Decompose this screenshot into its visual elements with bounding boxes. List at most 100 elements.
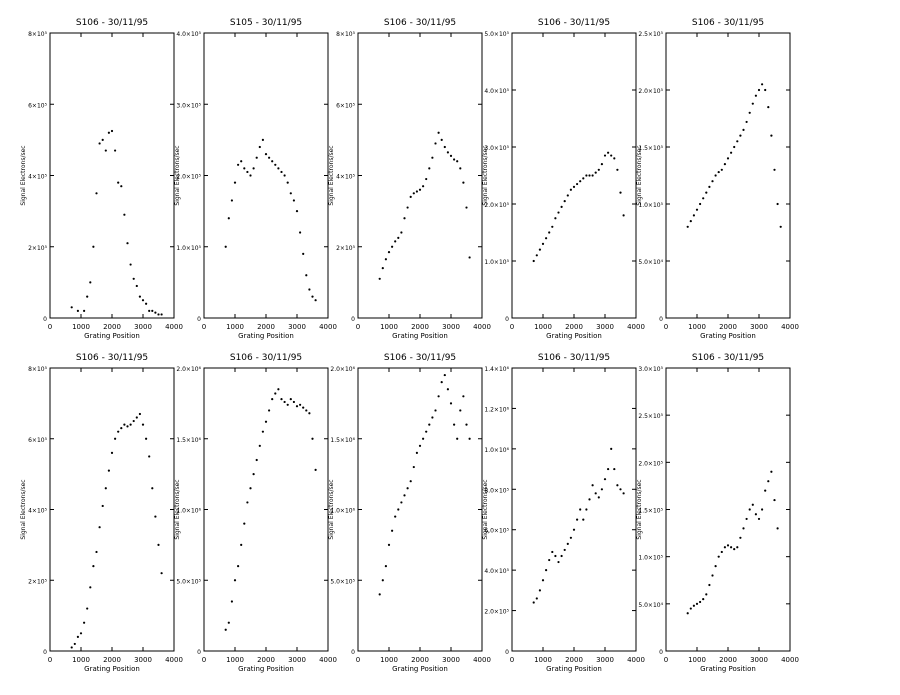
data-point-5-22 [754, 94, 758, 97]
y-tick-label-8-2: 1.0×10⁶ [330, 508, 355, 515]
data-point-8-3 [387, 543, 391, 546]
x-tick-label-1-4: 4000 [165, 323, 183, 331]
data-point-3-17 [431, 156, 434, 159]
y-tick-label-2-4: 4.0×10⁵ [176, 31, 201, 38]
data-point-2-5 [240, 160, 243, 163]
data-point-5-15 [733, 145, 736, 149]
data-point-7-13 [264, 420, 268, 423]
data-point-9-3 [541, 579, 545, 582]
data-point-4-4 [545, 237, 548, 240]
data-point-6-13 [110, 451, 114, 454]
x-tick-label-8-3: 3000 [442, 656, 460, 664]
y-tick-label-9-3: 6.0×10⁵ [484, 528, 509, 535]
data-point-4-14 [576, 182, 579, 186]
y-axis-label-7: Signal Electrons/sec [174, 479, 181, 539]
data-point-5-28 [773, 168, 776, 171]
data-point-3-12 [415, 190, 418, 193]
data-point-3-7 [400, 231, 403, 234]
data-point-5-0 [686, 225, 689, 228]
x-tick-label-1-0: 0 [48, 323, 52, 331]
data-point-1-17 [129, 263, 132, 266]
data-point-9-14 [576, 518, 579, 521]
y-axis-label-1: Signal Electrons/sec [20, 145, 27, 205]
data-point-8-14 [422, 437, 425, 440]
data-point-7-27 [308, 412, 311, 415]
data-point-9-13 [572, 528, 576, 531]
data-point-9-23 [603, 478, 607, 481]
data-point-4-11 [566, 194, 569, 197]
data-point-7-3 [233, 579, 237, 582]
data-point-7-5 [240, 543, 243, 546]
y-tick-label-9-6: 1.2×10⁶ [484, 406, 509, 413]
x-tick-label-5-4: 4000 [781, 323, 799, 331]
data-point-2-11 [258, 145, 261, 149]
data-point-10-28 [773, 498, 776, 502]
data-point-7-20 [286, 403, 289, 406]
data-point-2-23 [295, 210, 299, 213]
data-point-3-2 [384, 258, 387, 261]
data-point-1-4 [89, 281, 92, 284]
data-point-4-15 [579, 180, 582, 183]
data-point-4-7 [554, 217, 557, 220]
data-point-10-14 [730, 546, 733, 549]
x-tick-label-6-0: 0 [48, 656, 52, 664]
data-point-7-16 [274, 392, 277, 395]
data-point-10-0 [686, 612, 689, 615]
y-tick-label-2-3: 3.0×10⁵ [176, 102, 201, 109]
data-point-8-5 [394, 515, 397, 518]
data-point-6-2 [76, 635, 79, 638]
data-point-2-20 [286, 181, 289, 184]
data-point-4-21 [597, 168, 600, 171]
x-axis-label-1: Grating Position [84, 332, 140, 340]
y-tick-label-7-3: 1.5×10⁶ [176, 437, 201, 444]
data-point-10-12 [723, 546, 727, 549]
data-point-1-25 [154, 311, 157, 314]
data-point-6-26 [151, 487, 154, 490]
data-point-10-27 [770, 470, 773, 473]
data-point-9-9 [560, 554, 563, 558]
y-tick-label-1-1: 2×10⁵ [28, 245, 47, 252]
x-axis-label-6: Grating Position [84, 665, 140, 673]
data-point-1-15 [123, 213, 126, 216]
data-point-10-24 [761, 508, 764, 511]
data-point-5-27 [770, 134, 773, 137]
data-point-6-10 [101, 504, 104, 508]
chart-title-6: S106 - 30/11/95 [76, 353, 148, 363]
data-point-3-10 [409, 195, 412, 198]
data-point-7-2 [230, 600, 233, 603]
data-point-8-1 [381, 579, 384, 582]
data-point-1-10 [107, 131, 110, 134]
x-tick-label-6-1: 1000 [72, 656, 90, 664]
x-tick-label-4-0: 0 [510, 323, 514, 331]
y-tick-label-7-2: 1.0×10⁶ [176, 508, 201, 515]
data-point-7-14 [268, 409, 271, 412]
data-point-7-26 [305, 409, 308, 412]
data-point-4-13 [572, 185, 576, 188]
data-point-4-6 [551, 225, 554, 228]
data-point-2-29 [314, 299, 317, 302]
data-point-7-18 [280, 398, 283, 401]
x-axis-label-10: Grating Position [700, 665, 756, 673]
y-tick-label-8-0: 0 [351, 649, 355, 656]
data-point-2-2 [230, 199, 233, 202]
data-point-8-0 [378, 593, 381, 596]
data-point-4-3 [541, 242, 545, 245]
data-point-6-21 [135, 416, 138, 419]
data-point-5-14 [730, 151, 733, 154]
data-point-6-11 [104, 487, 107, 490]
data-point-9-4 [545, 569, 548, 572]
x-tick-label-2-4: 4000 [319, 323, 337, 331]
data-point-10-3 [695, 602, 699, 605]
data-point-10-23 [757, 517, 761, 521]
x-tick-label-6-3: 3000 [134, 656, 152, 664]
data-point-3-15 [425, 177, 428, 181]
y-tick-label-6-1: 2×10⁵ [28, 578, 47, 585]
data-point-8-15 [425, 430, 428, 433]
data-point-7-4 [237, 565, 240, 568]
data-point-3-16 [428, 167, 431, 170]
x-tick-label-3-2: 2000 [411, 323, 429, 331]
data-point-1-3 [86, 295, 89, 298]
data-point-5-24 [761, 83, 764, 86]
data-point-9-2 [538, 589, 542, 592]
data-point-9-11 [566, 542, 569, 545]
